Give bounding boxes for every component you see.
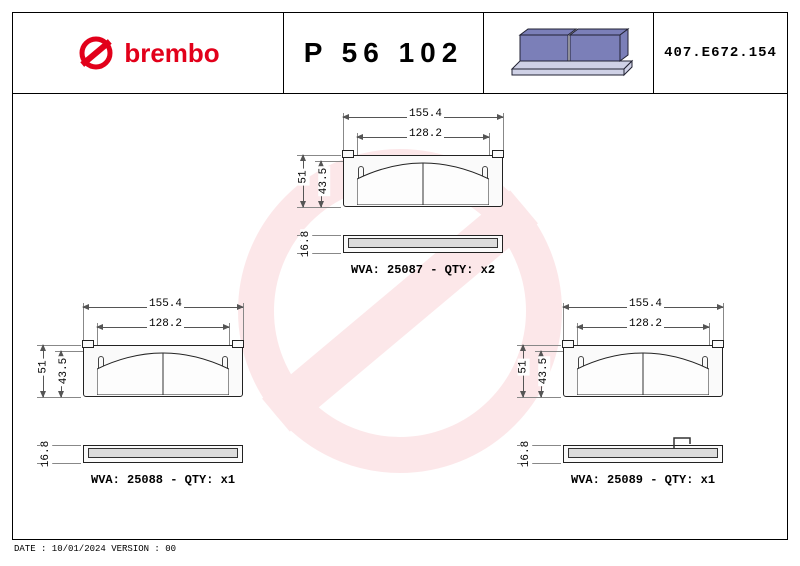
reference-number: 407.E672.154 [664,45,777,61]
pad-ear [492,150,504,158]
dim-width-in-label: 128.2 [407,128,444,140]
dim-thick-label: 16.8 [40,439,52,469]
isometric-cell [483,13,653,93]
brand-cell: brembo [13,13,283,93]
pad-right-group: 155.4 128.2 51 43.5 [523,289,763,519]
wva-label-top: WVA: 25087 - QTY: x2 [351,263,495,277]
dim-thick-label: 16.8 [520,439,532,469]
pad-top-group: 155.4 128.2 51 43.5 [303,99,543,309]
dim-width-in-label: 128.2 [147,318,184,330]
dim-width-out-label: 155.4 [147,298,184,310]
pad-side-view [563,445,723,463]
dim-width-out-label: 155.4 [627,298,664,310]
drawing-frame: brembo P 56 102 407.E672.154 155.4 [12,12,788,540]
wva-label-right: WVA: 25089 - QTY: x1 [571,473,715,487]
part-number-cell: P 56 102 [283,13,483,93]
brand-name: brembo [124,38,219,69]
dim-width-in-label: 128.2 [627,318,664,330]
pad-ear [562,340,574,348]
dim-height-out-label: 51 [298,168,310,185]
pad-side-friction [348,238,498,248]
isometric-pad-icon [494,23,644,83]
pad-side-view [83,445,243,463]
dim-width-out-label: 155.4 [407,108,444,120]
reference-cell: 407.E672.154 [653,13,787,93]
pad-friction-shape [357,161,489,205]
pad-ear [82,340,94,348]
dim-height-out-label: 51 [38,358,50,375]
dim-height-in-label: 43.5 [318,166,330,196]
brembo-logo-icon [76,33,116,73]
part-number: P 56 102 [304,37,464,69]
pad-friction-shape [577,351,709,395]
dim-thick-label: 16.8 [300,229,312,259]
pad-left-group: 155.4 128.2 51 43.5 [43,289,283,519]
dim-height-in-label: 43.5 [58,356,70,386]
pad-friction-shape [97,351,229,395]
pad-side-friction [568,448,718,458]
wear-indicator-icon [672,436,694,450]
pad-side-view [343,235,503,253]
pad-ear [342,150,354,158]
pad-ear [712,340,724,348]
footer-text: DATE : 10/01/2024 VERSION : 00 [14,544,176,554]
dim-height-in-label: 43.5 [538,356,550,386]
drawing-area: 155.4 128.2 51 43.5 [13,93,789,541]
dim-height-out-label: 51 [518,358,530,375]
pad-ear [232,340,244,348]
wva-label-left: WVA: 25088 - QTY: x1 [91,473,235,487]
pad-side-friction [88,448,238,458]
